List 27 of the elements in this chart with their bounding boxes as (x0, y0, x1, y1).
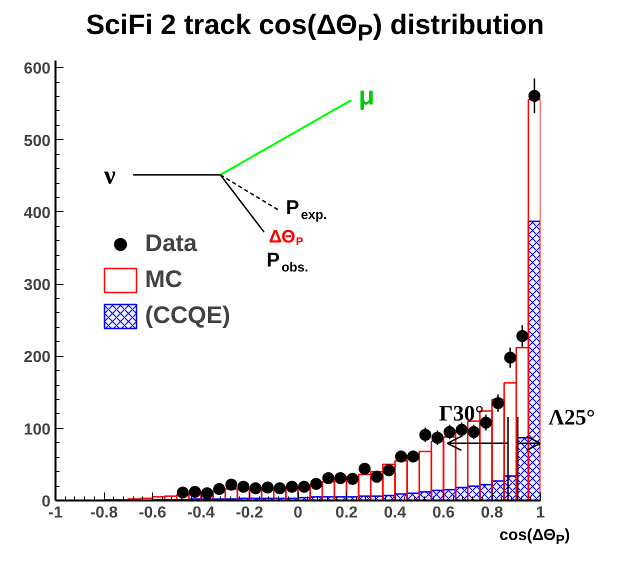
y-tick-label: 500 (24, 132, 51, 150)
y-tick-label: 0 (42, 494, 51, 510)
x-tick-label: 0.4 (384, 504, 406, 522)
y-tick-label: 200 (24, 349, 51, 366)
legend-label: (CCQE) (145, 302, 230, 330)
annotation: μ (358, 80, 375, 111)
y-tick-label: 600 (24, 60, 51, 78)
legend-label: MC (145, 266, 182, 294)
legend-label: Data (145, 230, 198, 258)
annotation: ν (103, 160, 116, 190)
x-tick-label: 0.6 (432, 504, 455, 522)
x-tick-label: -0.8 (90, 504, 118, 522)
ref-line-label: Γ30° (438, 400, 484, 426)
chart-title: SciFi 2 track cos(ΔΘ$_{P}$) distribution (86, 8, 544, 48)
ref-line-label: Λ25° (548, 404, 596, 430)
x-tick-label: -0.6 (138, 504, 166, 522)
x-tick-label: 0.2 (335, 504, 358, 522)
x-tick-label: -0.2 (236, 504, 264, 522)
x-tick-label: 0 (294, 504, 303, 522)
x-tick-label: 0.8 (480, 504, 504, 522)
y-tick-label: 100 (24, 421, 51, 438)
x-tick-label: -0.4 (187, 504, 215, 522)
x-tick-label: 1 (536, 504, 546, 522)
x-tick-label: -1 (48, 504, 63, 522)
x-axis-title: cos(ΔΘ$_{P}$) (499, 526, 570, 550)
y-tick-label: 300 (24, 277, 51, 294)
y-tick-label: 400 (24, 204, 51, 222)
